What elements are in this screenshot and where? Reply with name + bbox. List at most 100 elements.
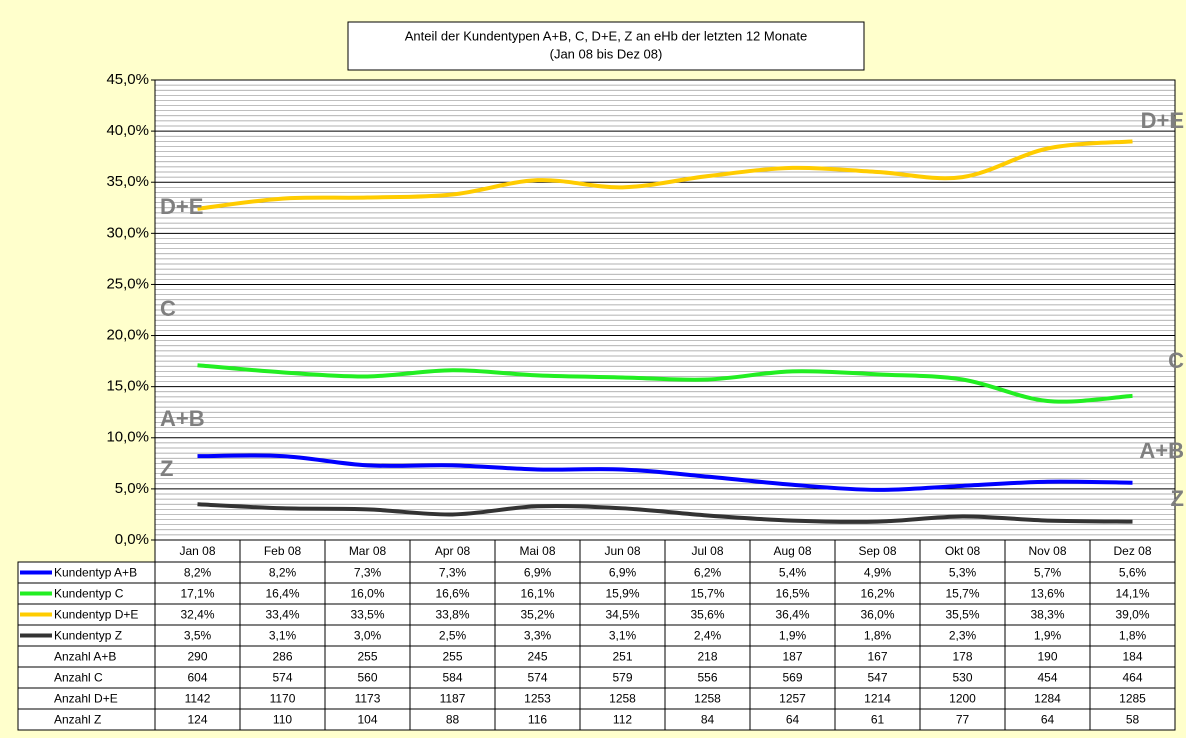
- table-cell: 574: [527, 671, 547, 685]
- table-cell: 38,3%: [1030, 608, 1064, 622]
- table-cell: 5,7%: [1034, 566, 1062, 580]
- table-cell: 4,9%: [864, 566, 892, 580]
- table-cell: 1187: [440, 692, 466, 706]
- table-cell: 36,0%: [860, 608, 894, 622]
- table-cell: 569: [782, 671, 802, 685]
- series-line: [197, 502, 1133, 524]
- table-cell: 13,6%: [1030, 587, 1064, 601]
- table-cell: 2,4%: [694, 629, 722, 643]
- table-cell: 16,0%: [350, 587, 384, 601]
- table-cell: 1258: [609, 692, 636, 706]
- table-cell: 1,9%: [779, 629, 807, 643]
- table-cell: 1214: [864, 692, 891, 706]
- table-cell: 6,2%: [694, 566, 722, 580]
- table-cell: 2,5%: [439, 629, 467, 643]
- table-cell: 1285: [1119, 692, 1146, 706]
- line-label: D+E: [1141, 108, 1184, 133]
- table-cell: 34,5%: [605, 608, 639, 622]
- table-cell: 17,1%: [180, 587, 214, 601]
- table-cell: 116: [528, 713, 547, 727]
- table-cell: 218: [697, 650, 717, 664]
- line-label: A+B: [160, 406, 205, 431]
- table-cell: 184: [1122, 650, 1142, 664]
- legend-label: Kundentyp C: [54, 587, 124, 601]
- table-cell: 16,5%: [775, 587, 809, 601]
- table-cell: 584: [442, 671, 462, 685]
- table-cell: 5,6%: [1119, 566, 1147, 580]
- y-tick-label: 25,0%: [106, 275, 149, 292]
- table-cell: 178: [952, 650, 972, 664]
- x-tick-label: Jun 08: [604, 544, 640, 558]
- table-cell: 16,4%: [265, 587, 299, 601]
- table-cell: 14,1%: [1115, 587, 1149, 601]
- y-tick-label: 5,0%: [115, 480, 149, 497]
- table-cell: 556: [697, 671, 717, 685]
- x-tick-label: Nov 08: [1028, 544, 1066, 558]
- x-tick-label: Feb 08: [264, 544, 302, 558]
- y-tick-label: 45,0%: [106, 71, 149, 88]
- y-tick-label: 0,0%: [115, 531, 149, 548]
- table-cell: 64: [786, 713, 800, 727]
- line-label: Z: [1171, 486, 1184, 511]
- table-cell: 574: [272, 671, 292, 685]
- line-label: A+B: [1139, 438, 1184, 463]
- table-cell: 1284: [1034, 692, 1061, 706]
- table-cell: 8,2%: [184, 566, 212, 580]
- table-cell: 3,1%: [269, 629, 297, 643]
- table-cell: 35,2%: [520, 608, 554, 622]
- table-cell: 286: [272, 650, 292, 664]
- table-cell: 8,2%: [269, 566, 297, 580]
- table-cell: 1,8%: [864, 629, 892, 643]
- line-label: Z: [160, 456, 173, 481]
- table-cell: 15,7%: [945, 587, 979, 601]
- table-cell: 255: [442, 650, 462, 664]
- table-cell: 77: [956, 713, 970, 727]
- table-cell: 64: [1041, 713, 1055, 727]
- table-cell: 1200: [949, 692, 976, 706]
- table-cell: 3,3%: [524, 629, 552, 643]
- table-cell: 1173: [355, 692, 381, 706]
- table-cell: 7,3%: [439, 566, 467, 580]
- chart-title: Anteil der Kundentypen A+B, C, D+E, Z an…: [405, 28, 808, 43]
- table-cell: 1,9%: [1034, 629, 1062, 643]
- table-cell: 547: [867, 671, 887, 685]
- table-cell: 6,9%: [609, 566, 637, 580]
- table-cell: 16,6%: [435, 587, 469, 601]
- row-label: Anzahl A+B: [54, 650, 116, 664]
- table-cell: 1,8%: [1119, 629, 1147, 643]
- x-tick-label: Jul 08: [691, 544, 723, 558]
- table-cell: 35,5%: [945, 608, 979, 622]
- legend-label: Kundentyp D+E: [54, 608, 138, 622]
- line-label: C: [1168, 348, 1184, 373]
- y-tick-label: 15,0%: [106, 378, 149, 395]
- table-cell: 33,5%: [350, 608, 384, 622]
- table-cell: 61: [871, 713, 885, 727]
- table-cell: 167: [867, 650, 887, 664]
- table-cell: 112: [613, 713, 632, 727]
- table-cell: 1257: [779, 692, 806, 706]
- line-label: D+E: [160, 194, 203, 219]
- table-cell: 530: [952, 671, 972, 685]
- table-cell: 255: [357, 650, 377, 664]
- table-cell: 7,3%: [354, 566, 382, 580]
- x-tick-label: Jan 08: [179, 544, 215, 558]
- table-cell: 15,7%: [690, 587, 724, 601]
- table-cell: 464: [1122, 671, 1142, 685]
- series-line: [197, 363, 1133, 404]
- x-tick-label: Okt 08: [945, 544, 981, 558]
- table-cell: 110: [273, 713, 292, 727]
- table-cell: 16,1%: [520, 587, 554, 601]
- x-tick-label: Sep 08: [858, 544, 896, 558]
- table-cell: 32,4%: [180, 608, 214, 622]
- table-cell: 88: [446, 713, 460, 727]
- series-line: [197, 453, 1133, 492]
- table-cell: 58: [1126, 713, 1140, 727]
- table-cell: 1258: [694, 692, 721, 706]
- table-cell: 187: [782, 650, 802, 664]
- x-tick-label: Mai 08: [519, 544, 555, 558]
- table-cell: 251: [612, 650, 632, 664]
- table-cell: 604: [187, 671, 207, 685]
- table-cell: 3,5%: [184, 629, 212, 643]
- table-cell: 15,9%: [605, 587, 639, 601]
